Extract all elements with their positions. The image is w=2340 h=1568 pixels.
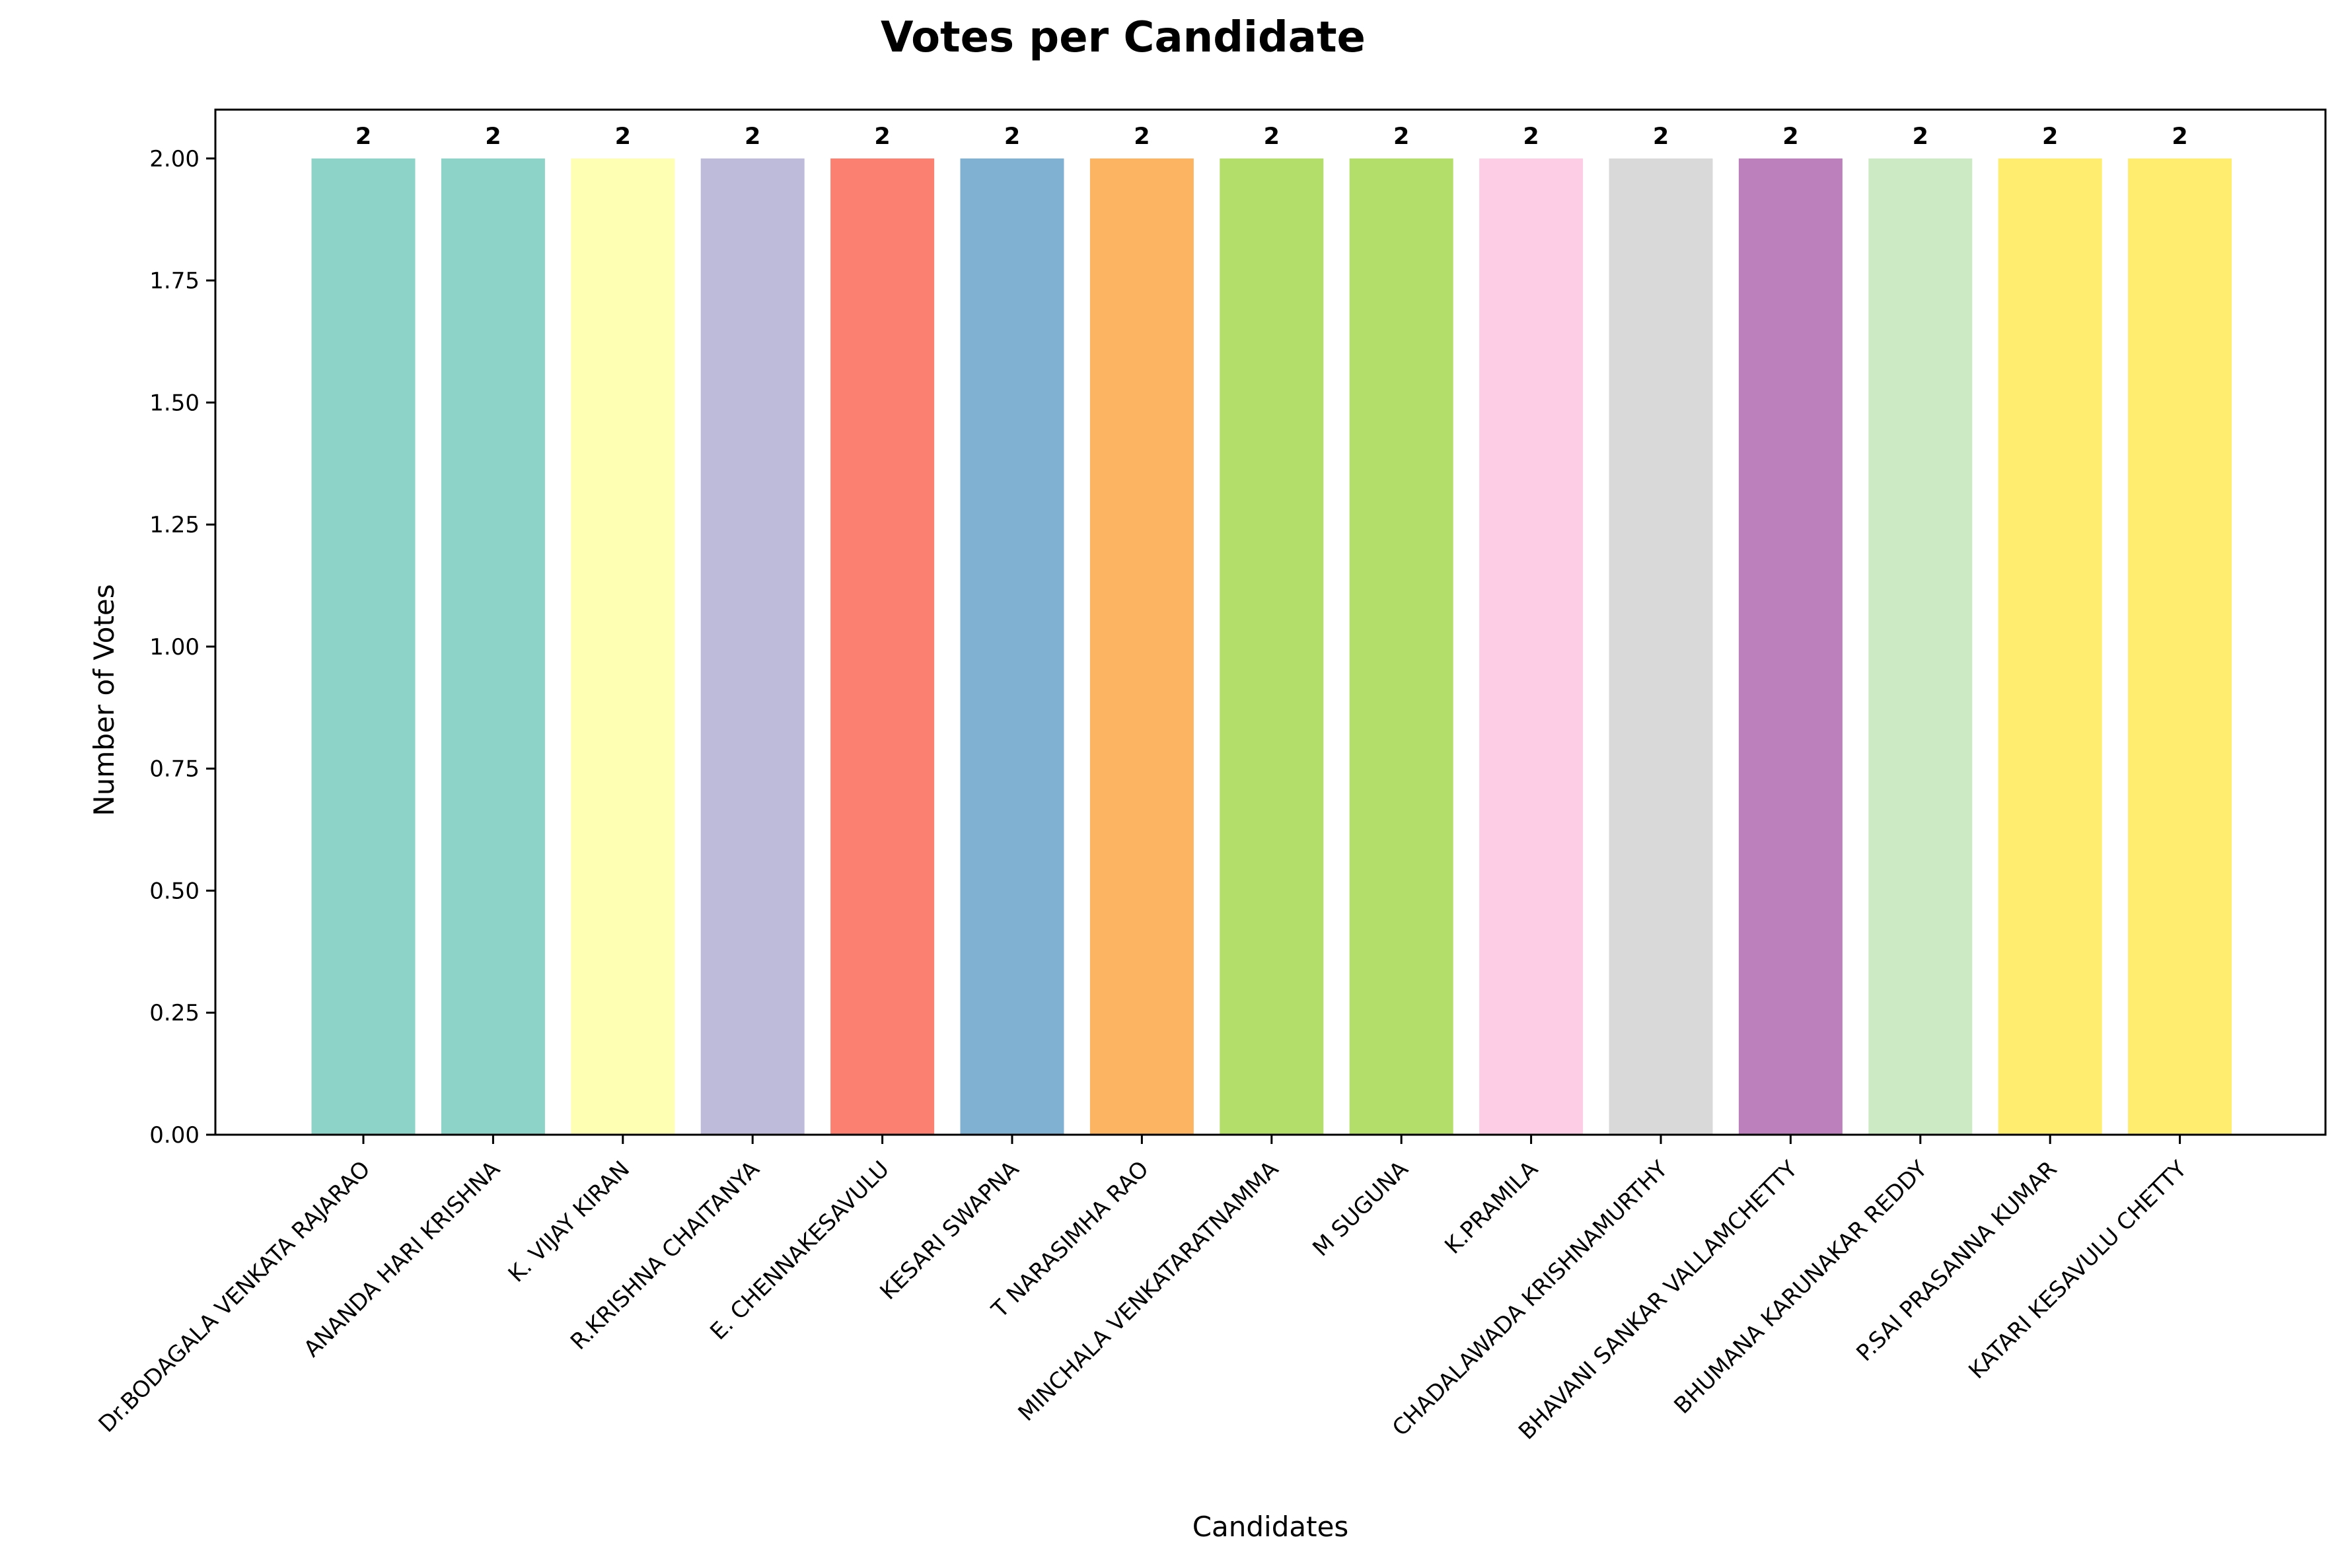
- bar-value-label: 2: [355, 124, 371, 150]
- y-tick-label: 1.50: [149, 390, 200, 416]
- bar: [1998, 158, 2102, 1135]
- bar: [1220, 158, 1324, 1135]
- bar-value-label: 2: [2042, 124, 2058, 150]
- bar-value-label: 2: [1653, 124, 1669, 150]
- bar-value-label: 2: [615, 124, 631, 150]
- bar-value-label: 2: [874, 124, 890, 150]
- bar: [830, 158, 935, 1135]
- bar: [571, 158, 675, 1135]
- bar: [1479, 158, 1584, 1135]
- y-tick-label: 0.50: [149, 878, 200, 904]
- bar-value-label: 2: [1004, 124, 1020, 150]
- bar-value-label: 2: [1134, 124, 1150, 150]
- y-tick-label: 1.00: [149, 634, 200, 660]
- y-tick-label: 0.25: [149, 1000, 200, 1026]
- bar-value-label: 2: [1393, 124, 1409, 150]
- y-tick-label: 1.75: [149, 268, 200, 295]
- axes-frame: [214, 108, 2327, 1136]
- bar: [960, 158, 1064, 1135]
- x-axis-label: Candidates: [1192, 1511, 1349, 1543]
- bar-value-label: 2: [1523, 124, 1539, 150]
- y-tick-label: 0.75: [149, 756, 200, 783]
- chart-title: Votes per Candidate: [881, 13, 1366, 62]
- bar-value-label: 2: [1782, 124, 1798, 150]
- bar-value-label: 2: [2172, 124, 2187, 150]
- bar: [700, 158, 805, 1135]
- bar: [1089, 158, 1194, 1135]
- bar-value-label: 2: [1264, 124, 1280, 150]
- bar: [1868, 158, 1973, 1135]
- bar-value-label: 2: [1913, 124, 1928, 150]
- bar-value-label: 2: [745, 124, 760, 150]
- bar: [1609, 158, 1713, 1135]
- y-tick-label: 1.25: [149, 512, 200, 538]
- y-tick-label: 2.00: [149, 146, 200, 172]
- bar: [441, 158, 545, 1135]
- bar: [1738, 158, 1843, 1135]
- bar: [1349, 158, 1453, 1135]
- y-tick-label: 0.00: [149, 1122, 200, 1149]
- bar: [2128, 158, 2232, 1135]
- y-axis-label: Number of Votes: [88, 584, 120, 816]
- bar: [311, 158, 416, 1135]
- bar-value-label: 2: [485, 124, 501, 150]
